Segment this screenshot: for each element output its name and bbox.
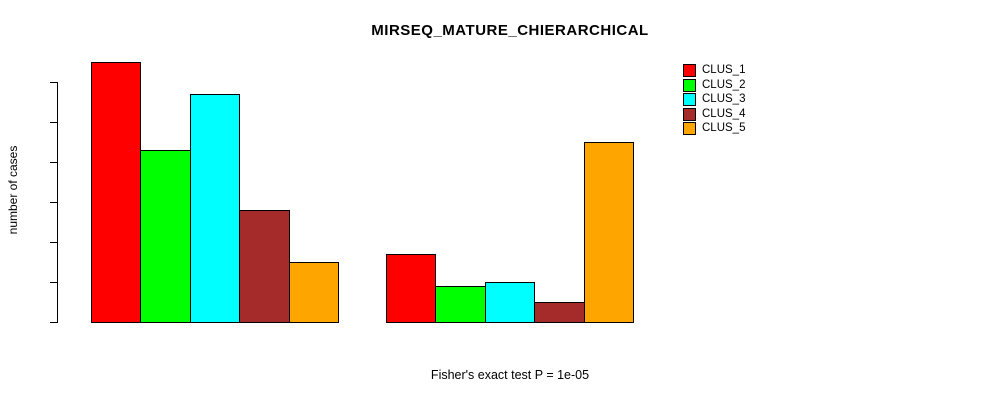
legend-row-clus_4: CLUS_4 bbox=[683, 107, 746, 121]
y-tick-mark bbox=[50, 162, 57, 163]
bar-clus_5-group2 bbox=[583, 142, 634, 323]
y-tick-mark bbox=[50, 322, 57, 323]
bar-clus_3-group1 bbox=[189, 94, 241, 323]
legend-swatch-icon bbox=[683, 78, 696, 92]
legend-label: CLUS_2 bbox=[702, 78, 746, 91]
legend-label: CLUS_1 bbox=[702, 64, 746, 76]
legend-label: CLUS_4 bbox=[702, 107, 746, 120]
legend-row-clus_2: CLUS_2 bbox=[683, 78, 746, 92]
y-tick-mark bbox=[50, 122, 57, 123]
y-axis-line bbox=[57, 82, 58, 323]
bar-clus_2-group1 bbox=[140, 150, 191, 323]
bar-clus_5-group1 bbox=[288, 262, 339, 323]
legend-row-clus_5: CLUS_5 bbox=[683, 122, 745, 135]
footer-annotation: Fisher's exact test P = 1e-05 bbox=[430, 368, 590, 382]
bar-clus_1-group1 bbox=[91, 62, 142, 323]
legend-swatch-icon bbox=[683, 122, 696, 135]
legend-swatch-icon bbox=[683, 64, 696, 77]
bar-clus_1-group2 bbox=[386, 254, 437, 323]
bar-clus_3-group2 bbox=[484, 282, 536, 323]
legend: CLUS_1 CLUS_2 CLUS_3 CLUS_4 CLUS_5 bbox=[683, 64, 745, 137]
bar-clus_4-group2 bbox=[534, 302, 585, 323]
bar-clus_4-group1 bbox=[239, 210, 290, 323]
legend-swatch-icon bbox=[683, 107, 696, 121]
legend-label: CLUS_3 bbox=[702, 93, 746, 105]
y-tick-mark bbox=[50, 282, 57, 283]
chart-title: MIRSEQ_MATURE_CHIERARCHICAL bbox=[371, 22, 649, 39]
y-tick-mark bbox=[50, 82, 57, 83]
y-tick-mark bbox=[50, 242, 57, 243]
legend-label: CLUS_5 bbox=[702, 122, 746, 134]
bar-clus_2-group2 bbox=[435, 286, 486, 323]
y-tick-mark bbox=[50, 202, 57, 203]
legend-swatch-icon bbox=[683, 93, 696, 106]
legend-row-clus_1: CLUS_1 bbox=[683, 64, 745, 77]
legend-row-clus_3: CLUS_3 bbox=[683, 93, 745, 106]
